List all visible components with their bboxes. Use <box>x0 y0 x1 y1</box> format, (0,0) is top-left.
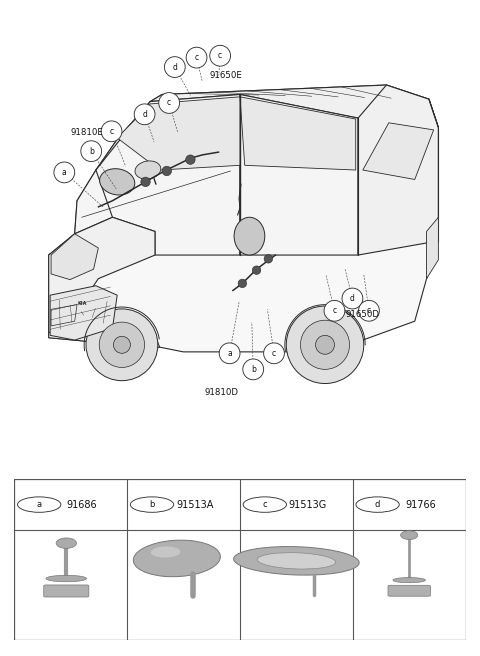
Polygon shape <box>75 142 235 234</box>
Text: c: c <box>109 127 114 136</box>
Text: c: c <box>263 500 267 509</box>
Text: d: d <box>172 62 177 72</box>
Polygon shape <box>150 85 438 127</box>
Polygon shape <box>240 94 358 255</box>
Text: 91650E: 91650E <box>209 71 242 80</box>
Text: 91686: 91686 <box>67 500 97 510</box>
Ellipse shape <box>46 575 86 582</box>
Text: a: a <box>36 500 42 509</box>
Text: d: d <box>142 110 147 119</box>
Polygon shape <box>363 123 433 180</box>
Circle shape <box>210 45 230 66</box>
Circle shape <box>101 121 122 142</box>
FancyBboxPatch shape <box>44 585 89 597</box>
Polygon shape <box>96 94 240 255</box>
Text: b: b <box>149 500 155 509</box>
Text: 91650D: 91650D <box>346 310 380 319</box>
Polygon shape <box>48 326 160 347</box>
Circle shape <box>342 288 363 309</box>
Ellipse shape <box>234 217 265 255</box>
Circle shape <box>264 255 273 263</box>
Text: 91810D: 91810D <box>204 388 238 396</box>
Circle shape <box>99 322 144 367</box>
Text: c: c <box>218 51 222 60</box>
Circle shape <box>252 266 261 274</box>
Text: b: b <box>89 147 94 155</box>
Text: a: a <box>227 349 232 358</box>
Circle shape <box>18 497 61 512</box>
Ellipse shape <box>151 546 180 558</box>
Text: 91513G: 91513G <box>288 500 327 510</box>
Circle shape <box>159 92 180 113</box>
Polygon shape <box>51 234 98 279</box>
Text: 91513A: 91513A <box>176 500 214 510</box>
Polygon shape <box>48 85 438 352</box>
Circle shape <box>86 309 158 380</box>
FancyBboxPatch shape <box>14 479 466 640</box>
Ellipse shape <box>234 546 359 575</box>
Ellipse shape <box>393 577 425 583</box>
Ellipse shape <box>257 552 336 569</box>
Ellipse shape <box>56 538 76 548</box>
Polygon shape <box>48 217 155 338</box>
Ellipse shape <box>135 161 161 179</box>
Circle shape <box>264 343 284 363</box>
Circle shape <box>141 177 150 186</box>
Circle shape <box>359 300 379 321</box>
Circle shape <box>324 300 345 321</box>
Circle shape <box>238 279 247 287</box>
Circle shape <box>165 56 185 77</box>
Circle shape <box>162 166 171 176</box>
Circle shape <box>356 497 399 512</box>
Text: KIA: KIA <box>77 300 86 306</box>
Text: a: a <box>62 168 67 177</box>
Polygon shape <box>51 304 77 326</box>
Circle shape <box>81 141 102 161</box>
Text: c: c <box>167 98 171 108</box>
Text: b: b <box>251 365 256 374</box>
Text: 91810E: 91810E <box>70 128 103 136</box>
Text: c: c <box>367 306 371 316</box>
Text: d: d <box>375 500 380 509</box>
Circle shape <box>113 337 131 354</box>
Circle shape <box>219 343 240 363</box>
Circle shape <box>186 47 207 68</box>
Circle shape <box>134 104 155 125</box>
Circle shape <box>243 359 264 380</box>
Circle shape <box>300 320 349 369</box>
Polygon shape <box>96 94 240 170</box>
Circle shape <box>286 306 364 384</box>
Ellipse shape <box>401 531 418 539</box>
Ellipse shape <box>100 169 135 195</box>
Text: d: d <box>350 294 355 303</box>
Ellipse shape <box>133 540 220 577</box>
Polygon shape <box>240 97 356 170</box>
FancyBboxPatch shape <box>388 585 431 596</box>
Text: c: c <box>333 306 336 316</box>
Circle shape <box>54 162 75 183</box>
Polygon shape <box>117 97 240 170</box>
Circle shape <box>243 497 287 512</box>
Text: c: c <box>272 349 276 358</box>
Polygon shape <box>50 286 117 340</box>
Text: 91766: 91766 <box>405 500 436 510</box>
Circle shape <box>131 497 174 512</box>
Polygon shape <box>427 217 438 279</box>
Circle shape <box>186 155 195 165</box>
Polygon shape <box>358 85 438 255</box>
Circle shape <box>315 335 335 354</box>
Text: c: c <box>194 53 199 62</box>
